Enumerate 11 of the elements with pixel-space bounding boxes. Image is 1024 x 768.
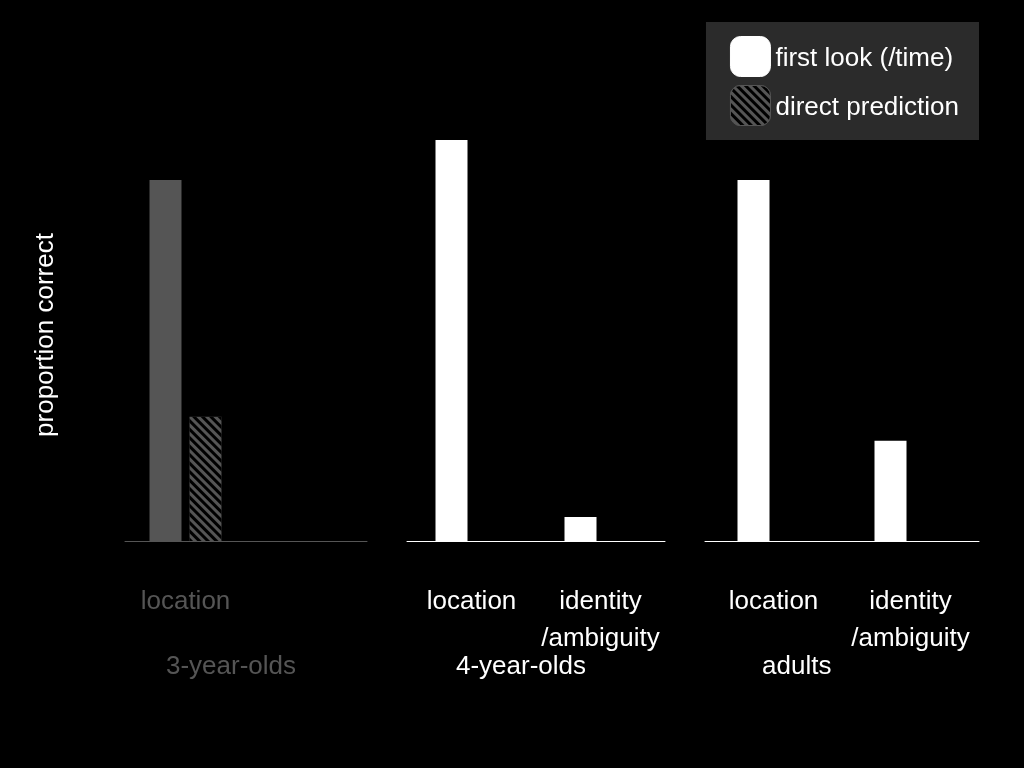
- text: 3-year-olds: [166, 650, 297, 680]
- x-tick-label: location: [140, 584, 231, 615]
- text: 4-year-olds: [456, 650, 587, 680]
- x-tick-label: identity /ambiguity: [851, 584, 970, 652]
- legend-label: direct prediction: [775, 90, 960, 121]
- x-tick-label: location: [728, 584, 819, 615]
- text: adults: [762, 650, 832, 680]
- y-axis-title: proportion correct: [29, 232, 59, 437]
- x-tick-label: identity /ambiguity: [541, 584, 660, 652]
- legend-label: first look (/time): [775, 41, 954, 72]
- x-tick-label: location: [426, 584, 517, 615]
